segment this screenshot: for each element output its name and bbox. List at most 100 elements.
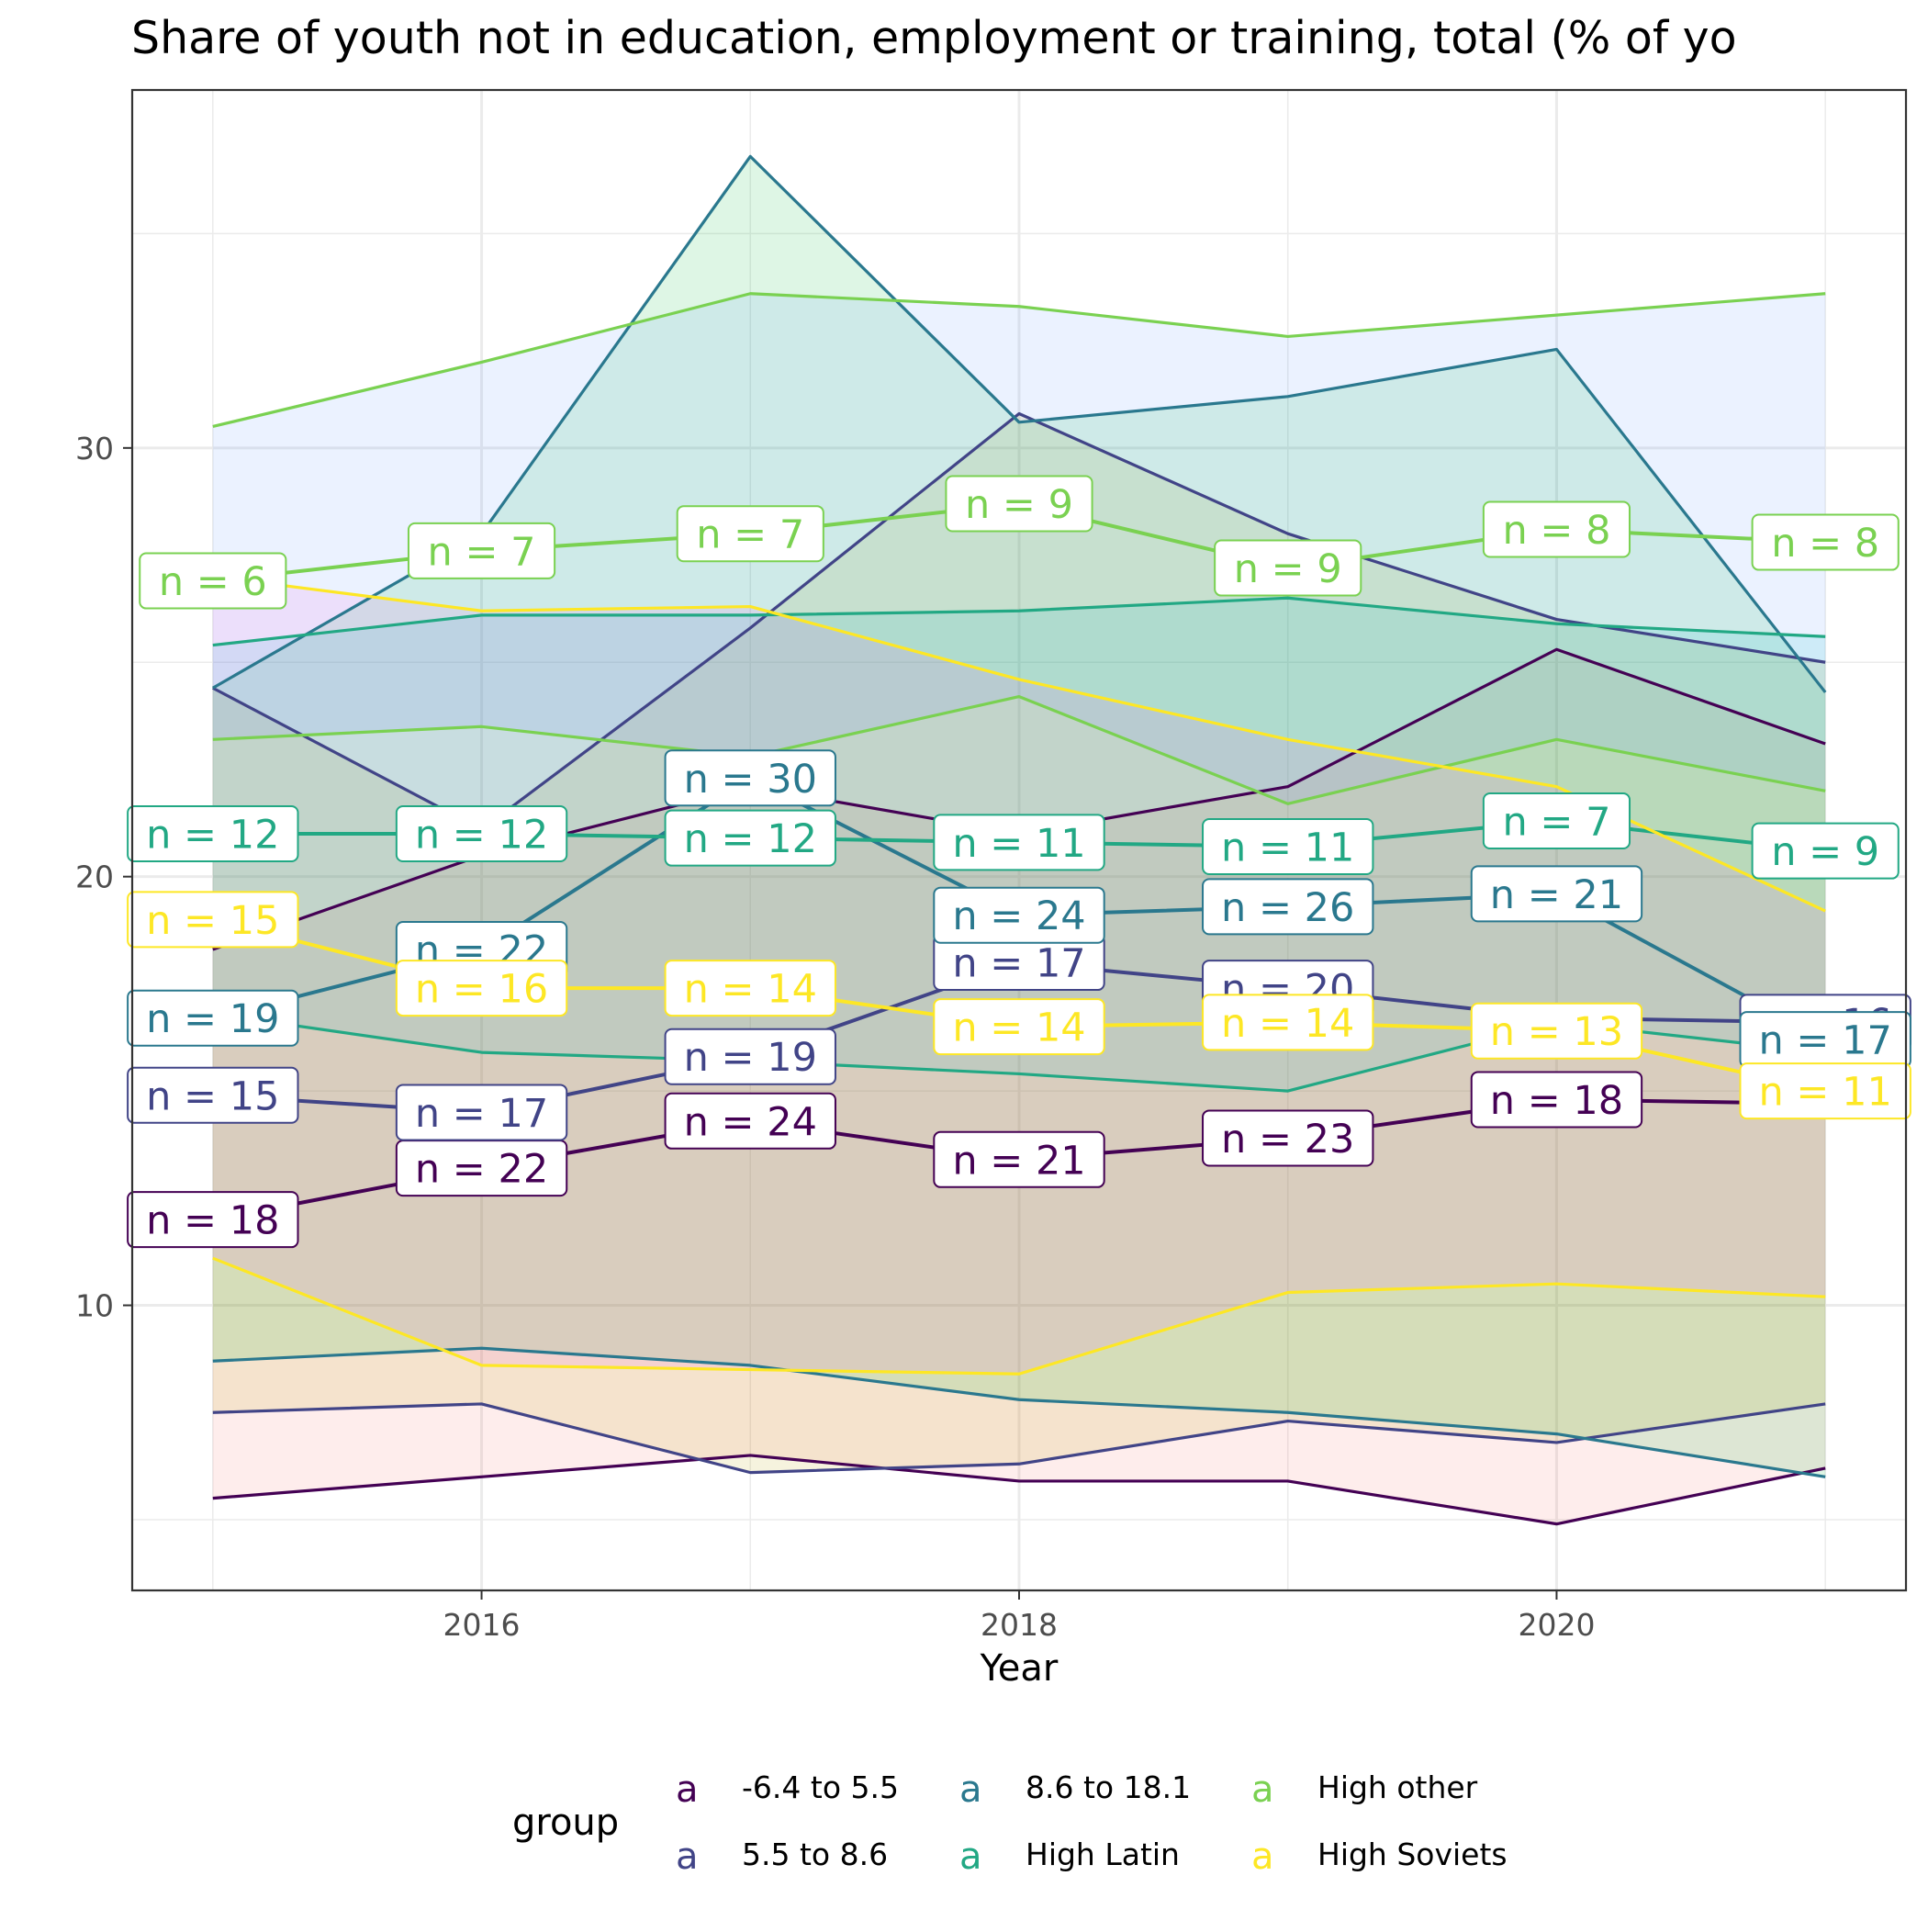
n-label-box bbox=[395, 960, 568, 1017]
n-label: n = 19 bbox=[664, 1028, 836, 1085]
series-lower-line bbox=[212, 1256, 1826, 1376]
n-label-box bbox=[395, 1084, 568, 1141]
n-label-box bbox=[1470, 865, 1643, 923]
n-label-text: n = 17 bbox=[1759, 1018, 1892, 1064]
n-label-text: n = 8 bbox=[1771, 521, 1879, 567]
n-label-text: n = 12 bbox=[415, 812, 548, 858]
n-label-text: n = 12 bbox=[684, 816, 817, 862]
n-label-box bbox=[1202, 1109, 1374, 1167]
n-label-text: n = 21 bbox=[1490, 872, 1623, 918]
y-tick-label: 30 bbox=[75, 431, 114, 466]
n-label-box bbox=[1470, 1071, 1643, 1129]
legend-item: a 8.6 to 18.1 bbox=[959, 1769, 1191, 1811]
legend-label: High Soviets bbox=[1317, 1837, 1508, 1872]
n-label-box bbox=[1751, 822, 1900, 880]
n-label-box bbox=[127, 1191, 299, 1249]
n-label-box bbox=[933, 814, 1105, 871]
n-label-text: n = 23 bbox=[1221, 1117, 1354, 1163]
n-label-text: n = 18 bbox=[146, 1198, 279, 1244]
x-tick-label: 2016 bbox=[443, 1607, 521, 1643]
legend-title: group bbox=[512, 1802, 619, 1844]
n-label-text: n = 7 bbox=[428, 529, 536, 575]
n-label-text: n = 16 bbox=[415, 967, 548, 1013]
legend-key: a bbox=[676, 1836, 699, 1878]
n-label-text: n = 22 bbox=[415, 1147, 548, 1193]
n-label-text: n = 13 bbox=[1490, 1009, 1623, 1055]
n-label: n = 23 bbox=[1202, 1109, 1374, 1167]
n-label-text: n = 21 bbox=[952, 1138, 1085, 1184]
n-label-box bbox=[676, 505, 824, 563]
n-label: n = 7 bbox=[1482, 792, 1631, 849]
n-label-text: n = 9 bbox=[965, 482, 1073, 528]
n-label: n = 9 bbox=[1214, 539, 1362, 597]
n-label-text: n = 7 bbox=[1502, 799, 1610, 845]
legend-item: a -6.4 to 5.5 bbox=[676, 1769, 899, 1811]
n-label-box bbox=[127, 989, 299, 1047]
n-label: n = 12 bbox=[127, 804, 299, 862]
n-label: n = 7 bbox=[407, 522, 556, 579]
legend-key: a bbox=[1251, 1836, 1274, 1878]
n-label: n = 14 bbox=[1202, 994, 1374, 1051]
ribbon-band bbox=[212, 649, 1826, 1524]
n-label-box bbox=[1751, 513, 1900, 571]
legend-label: High other bbox=[1317, 1769, 1478, 1805]
n-label-text: n = 11 bbox=[1759, 1070, 1892, 1116]
n-label-box bbox=[945, 475, 1093, 533]
legend-item: a High Soviets bbox=[1251, 1836, 1508, 1878]
x-tick-label: 2020 bbox=[1518, 1607, 1595, 1643]
n-label: n = 17 bbox=[1739, 1011, 1911, 1069]
n-label-box bbox=[664, 809, 836, 867]
n-label-text: n = 26 bbox=[1221, 885, 1354, 931]
n-label: n = 7 bbox=[676, 505, 824, 563]
series-lower-line bbox=[212, 695, 1826, 805]
n-label: n = 12 bbox=[664, 809, 836, 867]
n-label: n = 21 bbox=[1470, 865, 1643, 923]
n-label-text: n = 9 bbox=[1771, 829, 1879, 875]
n-label-box bbox=[664, 1028, 836, 1085]
n-label-text: n = 24 bbox=[684, 1099, 817, 1145]
x-tick-label: 2018 bbox=[981, 1607, 1058, 1643]
legend-label: 5.5 to 8.6 bbox=[742, 1837, 888, 1872]
x-axis-title: Year bbox=[980, 1647, 1059, 1690]
legend-item: a High other bbox=[1251, 1769, 1478, 1811]
legend-key: a bbox=[959, 1769, 982, 1811]
n-label: n = 18 bbox=[127, 1191, 299, 1249]
n-label-text: n = 14 bbox=[1221, 1001, 1354, 1047]
n-label-text: n = 6 bbox=[159, 559, 267, 605]
legend: group a -6.4 to 5.5 a 5.5 to 8.6 a 8.6 to 18.… bbox=[512, 1769, 1508, 1878]
legend-item: a High Latin bbox=[959, 1836, 1180, 1878]
y-tick-label: 10 bbox=[75, 1288, 114, 1324]
n-label-text: n = 9 bbox=[1234, 546, 1342, 592]
n-label-text: n = 12 bbox=[146, 812, 279, 858]
legend-label: -6.4 to 5.5 bbox=[742, 1769, 899, 1805]
n-label: n = 19 bbox=[127, 989, 299, 1047]
n-label: n = 24 bbox=[933, 886, 1105, 944]
legend-label: High Latin bbox=[1026, 1837, 1180, 1872]
n-label-box bbox=[664, 960, 836, 1017]
n-labels: n = 18 n = 22 n = 24 n = 21 n = 23 n = 18 n = … bbox=[127, 475, 1911, 1249]
n-label-box bbox=[127, 1066, 299, 1124]
n-label: n = 14 bbox=[664, 960, 836, 1017]
n-label: n = 17 bbox=[395, 1084, 568, 1141]
n-label: n = 6 bbox=[139, 552, 287, 610]
n-label: n = 22 bbox=[395, 1140, 568, 1197]
n-label-box bbox=[1214, 539, 1362, 597]
n-label-box bbox=[127, 891, 299, 949]
n-label-text: n = 24 bbox=[952, 893, 1085, 939]
y-tick-label: 20 bbox=[75, 859, 114, 895]
n-label: n = 26 bbox=[1202, 878, 1374, 936]
n-label: n = 9 bbox=[1751, 822, 1900, 880]
series-lower-line bbox=[212, 1402, 1826, 1475]
n-label: n = 16 bbox=[395, 960, 568, 1017]
n-label: n = 14 bbox=[933, 998, 1105, 1056]
n-label: n = 8 bbox=[1751, 513, 1900, 571]
legend-key: a bbox=[1251, 1769, 1274, 1811]
legend-item: a 5.5 to 8.6 bbox=[676, 1836, 888, 1878]
n-label-box bbox=[139, 552, 287, 610]
legend-key: a bbox=[676, 1769, 699, 1811]
n-label: n = 11 bbox=[1202, 818, 1374, 876]
n-label: n = 17 bbox=[933, 934, 1105, 992]
n-label-box bbox=[1470, 1002, 1643, 1060]
